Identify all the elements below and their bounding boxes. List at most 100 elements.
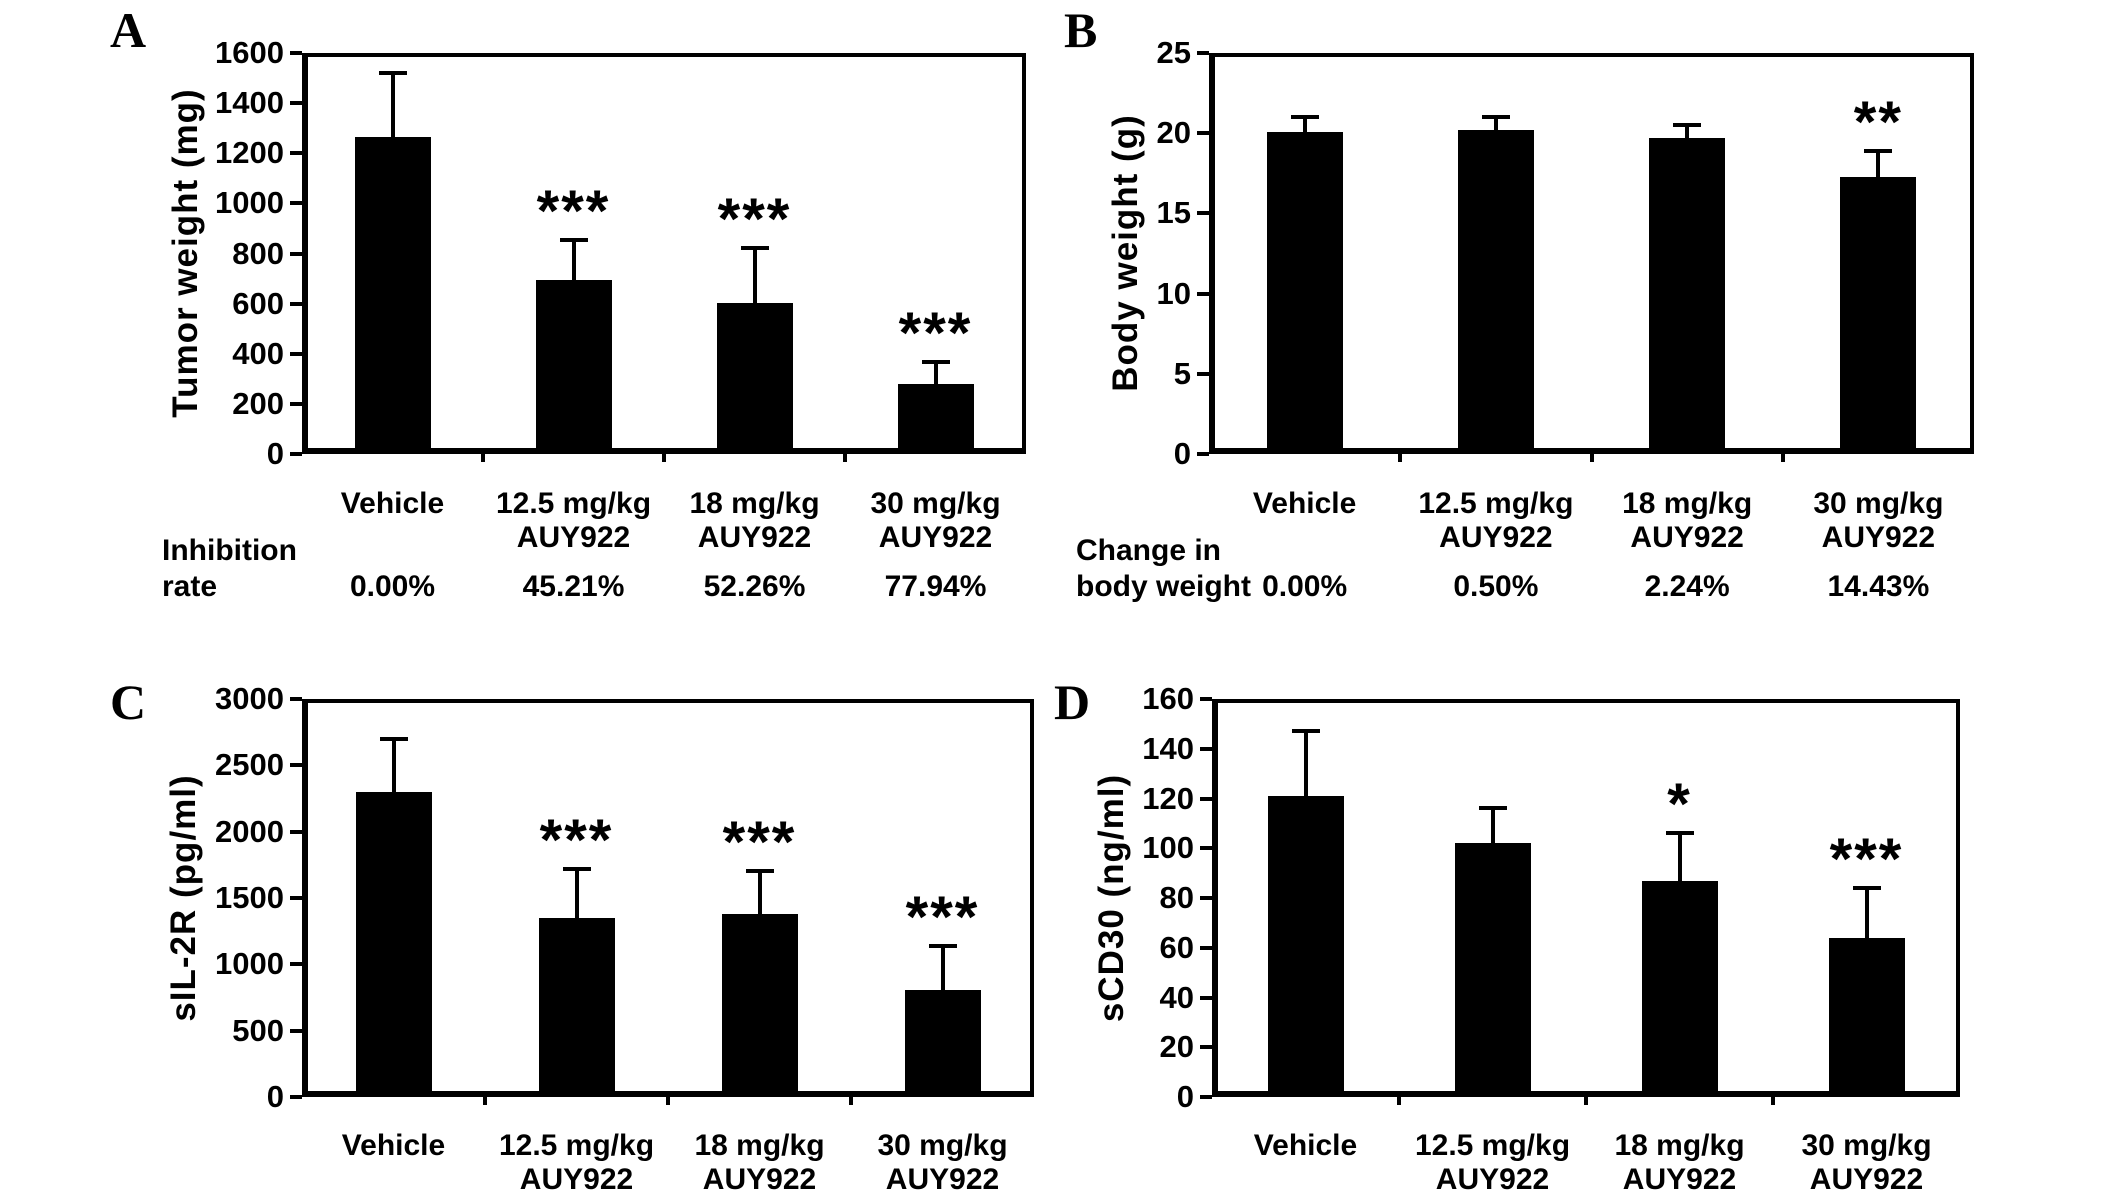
error-bar-cap xyxy=(745,869,774,874)
x-category-label-line2: AUY922 xyxy=(1435,1163,1550,1196)
y-tick-label-C: 0 xyxy=(266,1079,284,1114)
annotation-value: 0.00% xyxy=(349,570,436,603)
error-bar-cap xyxy=(921,360,950,365)
annotation-value: 77.94% xyxy=(884,570,987,603)
y-tick-mark xyxy=(290,1028,302,1033)
y-tick-mark xyxy=(1197,131,1209,136)
x-tick-mark xyxy=(843,452,847,462)
error-bar-line xyxy=(933,362,938,385)
y-tick-label-D: 140 xyxy=(1142,730,1194,766)
y-tick-mark xyxy=(1200,796,1212,801)
error-bar-line xyxy=(574,868,579,918)
y-axis-title-B: Body weight (g) xyxy=(1106,114,1145,392)
x-category-label-line1: 12.5 mg/kg xyxy=(495,487,652,520)
bar-group-4 xyxy=(904,989,981,1092)
y-tick-label-B: 0 xyxy=(1173,436,1191,471)
error-bar-line xyxy=(571,239,576,281)
x-category-label-line2: AUY922 xyxy=(885,1163,1000,1196)
x-category-label-line1: 30 mg/kg xyxy=(1801,1129,1932,1162)
annotation-value: 14.43% xyxy=(1827,570,1930,603)
bar-group-2 xyxy=(1457,129,1534,449)
error-bar-line xyxy=(1685,125,1690,138)
x-category-label-line2: AUY922 xyxy=(1622,1163,1737,1196)
y-tick-mark xyxy=(290,401,302,406)
x-category-label-line1: Vehicle xyxy=(1253,1129,1358,1162)
bar-group-4 xyxy=(1840,176,1917,449)
y-tick-label-A: 0 xyxy=(266,436,284,471)
significance-marker: *** xyxy=(536,178,611,244)
x-category-label-line1: Vehicle xyxy=(341,1129,446,1162)
y-tick-mark xyxy=(1197,51,1209,55)
annotation-value: 45.21% xyxy=(522,570,625,603)
bar-group-2 xyxy=(1454,843,1531,1092)
x-tick-mark xyxy=(1780,452,1785,462)
error-bar-cap xyxy=(378,71,407,76)
y-tick-mark xyxy=(290,301,302,306)
bar-group-2 xyxy=(535,280,612,449)
y-tick-mark xyxy=(290,1095,302,1099)
panel-label-B: B xyxy=(1064,2,1098,58)
error-bar-line xyxy=(1876,150,1881,177)
x-category-label-line1: 18 mg/kg xyxy=(689,487,820,520)
y-tick-mark xyxy=(290,101,302,106)
error-bar-cap xyxy=(928,943,957,948)
y-tick-mark xyxy=(290,452,302,456)
error-bar-cap xyxy=(1852,886,1881,891)
y-tick-label-D: 80 xyxy=(1159,880,1194,915)
y-tick-mark xyxy=(1200,1095,1212,1099)
plot-area-C xyxy=(302,699,1034,1097)
y-tick-label-C: 2500 xyxy=(215,747,284,783)
y-tick-label-A: 200 xyxy=(232,385,284,421)
y-tick-label-C: 1000 xyxy=(215,946,284,982)
panel-label-A: A xyxy=(110,2,147,58)
plot-area-D xyxy=(1212,699,1960,1097)
y-tick-mark xyxy=(1200,846,1212,851)
bar-group-3 xyxy=(1649,138,1726,449)
x-tick-mark xyxy=(483,1095,487,1105)
x-tick-mark xyxy=(1397,1095,1401,1105)
y-tick-mark xyxy=(290,151,302,156)
x-category-label-line2: AUY922 xyxy=(702,1163,817,1196)
y-tick-mark xyxy=(1200,995,1212,1000)
plot-area-A xyxy=(302,53,1026,454)
x-category-label-line2: AUY922 xyxy=(1809,1163,1924,1196)
error-bar-cap xyxy=(559,237,588,242)
y-tick-label-B: 10 xyxy=(1156,275,1191,311)
x-category-label-line1: 12.5 mg/kg xyxy=(1414,1129,1571,1162)
x-category-label-line1: 30 mg/kg xyxy=(1813,487,1944,520)
significance-marker: *** xyxy=(717,187,792,253)
y-tick-label-B: 5 xyxy=(1173,355,1191,391)
annotation-row-label-line2: rate xyxy=(162,570,218,603)
error-bar-cap xyxy=(1665,831,1694,836)
x-category-label-line1: Vehicle xyxy=(340,487,445,520)
y-tick-label-A: 600 xyxy=(232,285,284,321)
significance-marker: ** xyxy=(1853,89,1903,155)
x-category-label-line1: 18 mg/kg xyxy=(1622,487,1753,520)
y-tick-label-D: 160 xyxy=(1142,681,1194,716)
annotation-value: 2.24% xyxy=(1644,570,1730,603)
y-tick-label-A: 1400 xyxy=(215,85,284,121)
y-tick-mark xyxy=(290,962,302,967)
bar-group-1 xyxy=(354,136,431,449)
error-bar-cap xyxy=(1864,148,1893,153)
y-tick-label-A: 400 xyxy=(232,335,284,371)
y-tick-mark xyxy=(1197,452,1209,456)
bar-group-4 xyxy=(897,384,974,449)
y-tick-mark xyxy=(1197,371,1209,376)
annotation-value: 52.26% xyxy=(703,570,806,603)
y-tick-mark xyxy=(290,251,302,256)
bar-group-1 xyxy=(355,791,432,1092)
x-category-label-line2: AUY922 xyxy=(516,521,631,554)
x-category-label-line1: 18 mg/kg xyxy=(1614,1129,1745,1162)
x-category-label-line1: 12.5 mg/kg xyxy=(1418,487,1574,520)
error-bar-line xyxy=(940,945,945,990)
x-tick-mark xyxy=(1589,452,1594,462)
error-bar-line xyxy=(391,738,396,792)
x-category-label-line1: 12.5 mg/kg xyxy=(498,1129,655,1162)
significance-marker: *** xyxy=(722,810,797,876)
annotation-row-label-line2: body weight xyxy=(1076,570,1251,603)
bar-group-1 xyxy=(1267,796,1344,1092)
significance-marker: *** xyxy=(905,884,980,950)
error-bar-line xyxy=(1303,731,1308,796)
y-tick-label-D: 0 xyxy=(1176,1079,1194,1114)
